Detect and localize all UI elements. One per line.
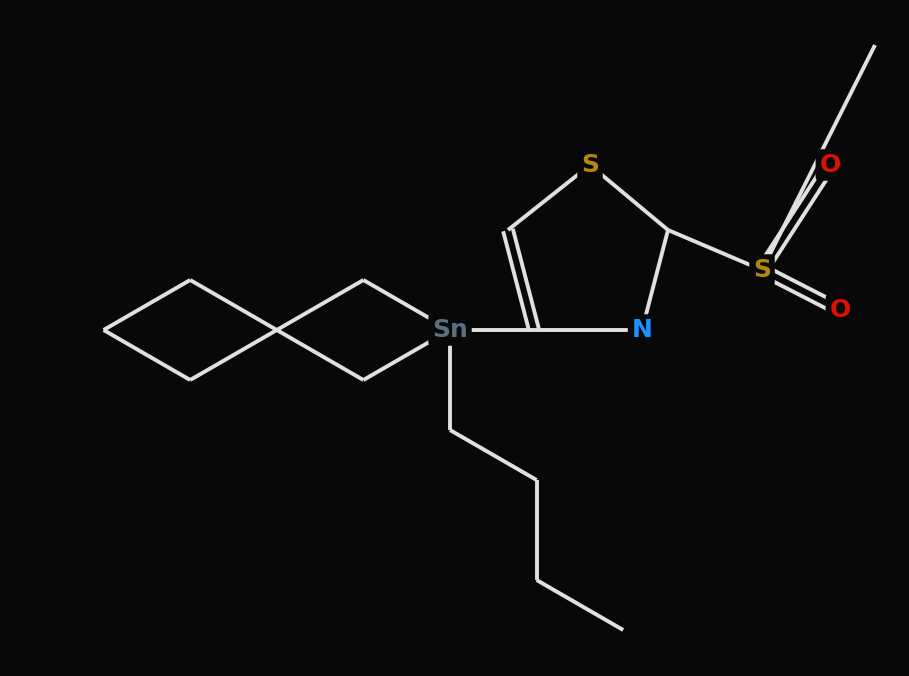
Text: O: O (829, 298, 851, 322)
Text: Sn: Sn (432, 318, 468, 342)
Text: N: N (632, 318, 653, 342)
Text: S: S (753, 258, 771, 282)
Text: S: S (581, 153, 599, 177)
Text: O: O (819, 153, 841, 177)
